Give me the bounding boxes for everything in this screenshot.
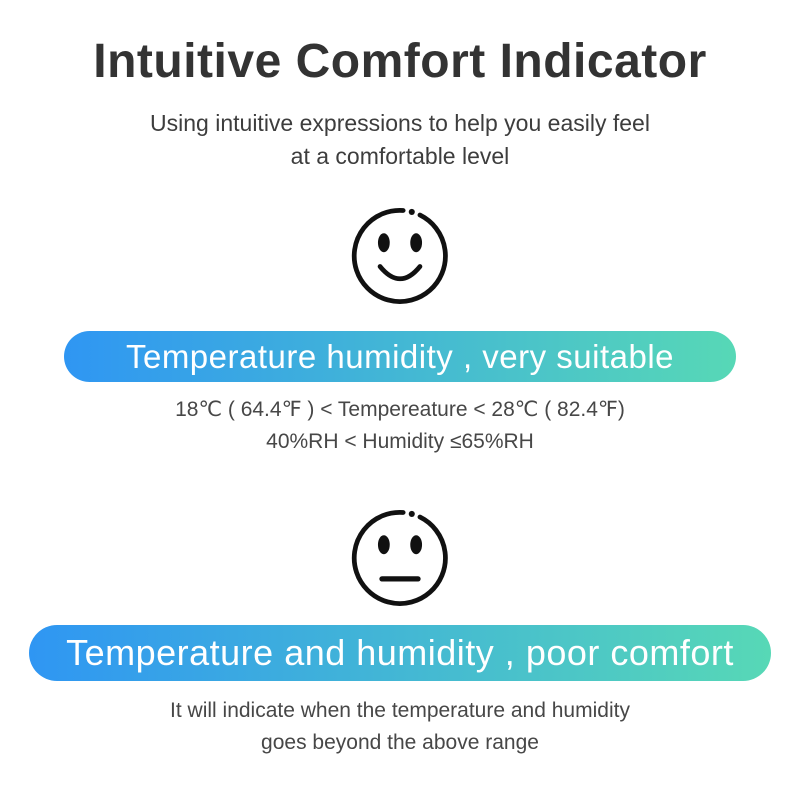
- note-line: It will indicate when the temperature an…: [170, 699, 630, 723]
- note-line: goes beyond the above range: [261, 730, 539, 754]
- subtitle-line: at a comfortable level: [290, 143, 510, 170]
- page-title: Intuitive Comfort Indicator: [93, 35, 707, 88]
- subtitle-line: Using intuitive expressions to help you …: [150, 109, 650, 136]
- discomfort-note: It will indicate when the temperature an…: [170, 695, 630, 758]
- temperature-range-text: 18℃ ( 64.4℉ ) < Tempereature < 28℃ ( 82.…: [175, 398, 625, 422]
- comfort-range: 18℃ ( 64.4℉ ) < Tempereature < 28℃ ( 82.…: [175, 394, 625, 457]
- comfort-banner-label: Temperature humidity , very suitable: [125, 337, 675, 375]
- page-subtitle: Using intuitive expressions to help you …: [150, 107, 650, 174]
- happy-face-icon: [351, 208, 448, 305]
- discomfort-status-banner: Temperature and humidity , poor comfort: [29, 625, 771, 682]
- comfort-status-banner: Temperature humidity , very suitable: [64, 331, 736, 383]
- neutral-face-icon: [351, 510, 448, 607]
- discomfort-banner-label: Temperature and humidity , poor comfort: [66, 632, 734, 674]
- humidity-range-text: 40%RH < Humidity ≤65%RH: [266, 429, 534, 453]
